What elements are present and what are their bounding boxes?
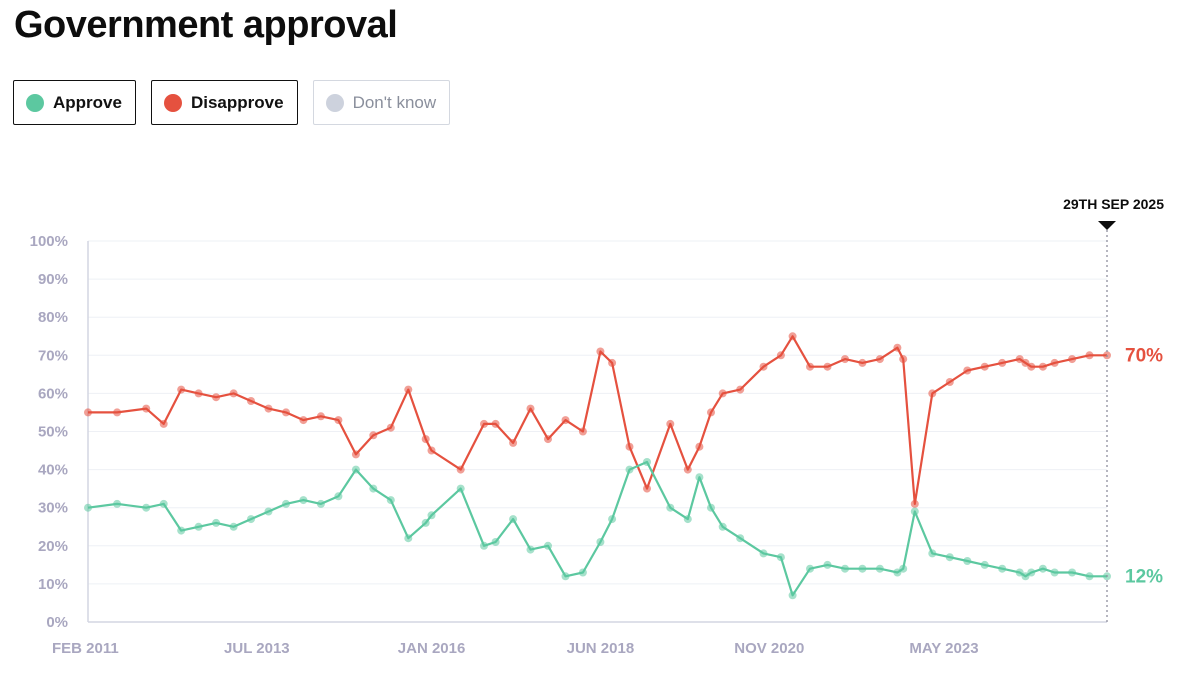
y-tick-label: 30% [38, 500, 68, 517]
y-tick-label: 70% [38, 347, 68, 364]
page-title: Government approval [14, 4, 398, 46]
legend: Approve Disapprove Don't know [13, 80, 451, 125]
y-tick-label: 40% [38, 462, 68, 479]
y-tick-label: 50% [38, 424, 68, 441]
x-tick-label: FEB 2011 [52, 640, 119, 657]
x-tick-label: JUN 2018 [567, 640, 635, 657]
legend-dontknow-label: Don't know [352, 92, 437, 112]
y-tick-label: 90% [38, 271, 68, 288]
x-tick-label: NOV 2020 [734, 640, 804, 657]
legend-approve-button[interactable]: Approve [13, 80, 136, 125]
y-tick-label: 80% [38, 309, 68, 326]
y-tick-label: 60% [38, 385, 68, 402]
dontknow-dot-icon [325, 93, 344, 112]
series-points-approve [84, 458, 1111, 600]
date-marker: 29TH SEP 2025 [1063, 196, 1164, 622]
x-tick-label: MAY 2023 [909, 640, 978, 657]
end-label-approve: 12% [1125, 566, 1163, 587]
marker-arrow-icon [1098, 221, 1116, 230]
x-axis-ticks: FEB 2011 JUL 2013 JAN 2016 JUN 2018 NOV 2020… [52, 640, 979, 657]
chart-grid [87, 240, 1107, 623]
legend-disapprove-label: Disapprove [190, 92, 284, 112]
legend-dontknow-button[interactable]: Don't know [312, 80, 451, 125]
x-tick-label: JAN 2016 [398, 640, 466, 657]
y-tick-label: 0% [46, 614, 68, 631]
y-tick-label: 10% [38, 576, 68, 593]
approve-dot-icon [26, 93, 44, 112]
y-tick-label: 100% [30, 233, 68, 250]
chart-series [84, 332, 1111, 600]
end-label-disapprove: 70% [1125, 345, 1163, 366]
legend-disapprove-button[interactable]: Disapprove [150, 80, 298, 125]
x-tick-label: JUL 2013 [224, 640, 290, 657]
series-line-approve [87, 460, 1107, 597]
y-axis-ticks: 0% 10% 20% 30% 40% 50% 60% 70% 80% 90% 100% [30, 233, 68, 631]
marker-date-label: 29TH SEP 2025 [1063, 196, 1164, 212]
approval-chart: 0% 10% 20% 30% 40% 50% 60% 70% 80% 90% 100% FEB 20… [30, 196, 1165, 657]
y-tick-label: 20% [38, 538, 68, 555]
legend-approve-label: Approve [53, 92, 122, 112]
series-line-disapprove [88, 335, 1107, 505]
disapprove-dot-icon [163, 93, 182, 112]
end-labels: 70% 12% [1125, 345, 1163, 587]
series-points-disapprove [84, 332, 1111, 508]
